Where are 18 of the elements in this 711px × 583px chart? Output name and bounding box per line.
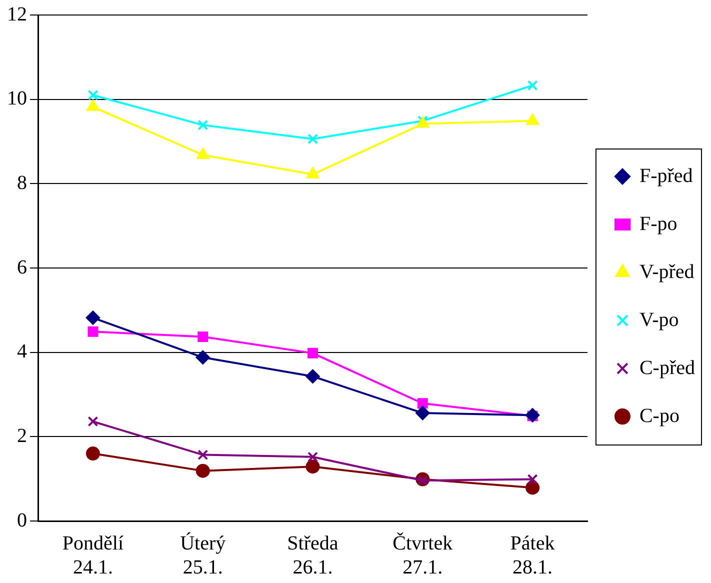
x-tick-label: Středa 26.1. — [287, 532, 338, 578]
y-tick-label: 4 — [17, 340, 27, 363]
x-tick-label: Úterý 25.1. — [180, 531, 226, 578]
legend-label: C-po — [639, 404, 680, 427]
legend-label: F-před — [639, 164, 693, 187]
legend-label: V-po — [639, 308, 679, 331]
legend-label: V-před — [639, 260, 694, 283]
legend-label: C-před — [639, 356, 696, 379]
y-tick-label: 8 — [17, 172, 27, 194]
x-tick-label: Pondělí 24.1. — [62, 532, 124, 578]
y-tick-label: 10 — [7, 88, 27, 110]
y-tick-label: 12 — [7, 3, 27, 26]
legend-label: F-po — [639, 212, 678, 235]
x-tick-label: Čtvrtek 27.1. — [392, 531, 453, 578]
y-tick-label: 0 — [17, 509, 27, 532]
x-tick-label: Pátek 28.1. — [510, 532, 555, 578]
y-tick-label: 6 — [17, 256, 27, 278]
y-tick-label: 2 — [17, 424, 27, 447]
